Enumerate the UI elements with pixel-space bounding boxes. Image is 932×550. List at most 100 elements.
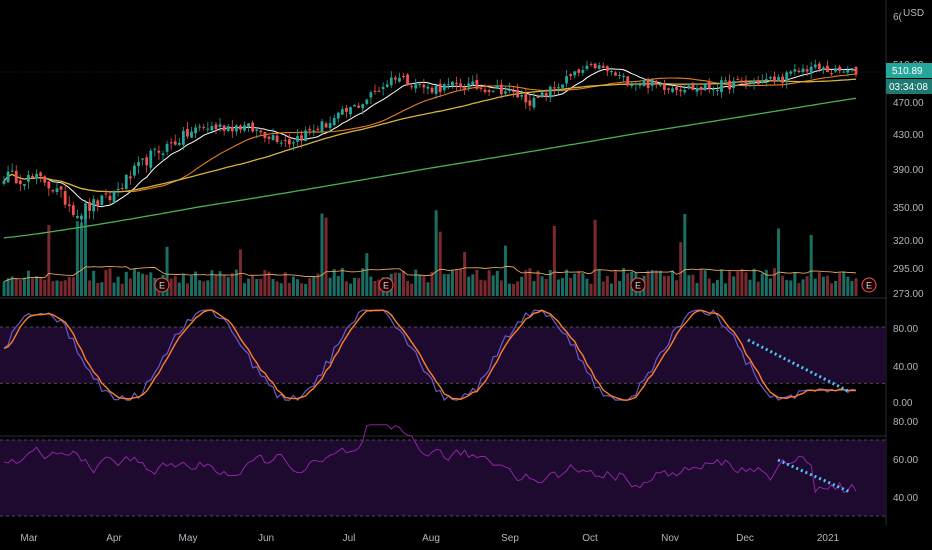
candle[interactable] [459, 78, 462, 90]
candle[interactable] [263, 131, 267, 143]
candle[interactable] [226, 123, 230, 132]
candle[interactable] [181, 126, 185, 151]
candle[interactable] [736, 75, 740, 81]
candle[interactable] [805, 65, 809, 77]
candle[interactable] [357, 102, 361, 109]
candle[interactable] [520, 89, 524, 101]
candle[interactable] [516, 83, 520, 98]
candle[interactable] [618, 71, 621, 80]
candle[interactable] [320, 118, 324, 134]
candle[interactable] [35, 169, 39, 185]
candle[interactable] [552, 81, 556, 95]
candle[interactable] [259, 128, 263, 135]
candle[interactable] [59, 185, 63, 198]
candle[interactable] [133, 162, 136, 179]
candle[interactable] [536, 94, 540, 99]
candle[interactable] [418, 81, 422, 88]
candle[interactable] [336, 111, 340, 123]
candle[interactable] [222, 124, 226, 136]
candle[interactable] [504, 85, 507, 96]
candle[interactable] [145, 154, 149, 173]
earnings-marker[interactable]: E [154, 277, 170, 293]
candle[interactable] [838, 64, 842, 74]
candle[interactable] [345, 104, 348, 118]
candle[interactable] [116, 182, 120, 197]
candle[interactable] [467, 77, 471, 92]
candle[interactable] [658, 81, 662, 88]
candle[interactable] [271, 128, 275, 141]
candle[interactable] [31, 173, 34, 179]
candle[interactable] [634, 82, 638, 92]
candle[interactable] [283, 135, 287, 148]
candle[interactable] [100, 194, 104, 206]
candle[interactable] [748, 81, 752, 88]
candle[interactable] [194, 124, 197, 139]
candle[interactable] [557, 83, 560, 95]
candle[interactable] [842, 69, 846, 74]
candle[interactable] [300, 130, 303, 148]
candle[interactable] [711, 86, 715, 96]
time-axis[interactable]: Mar Apr May Jun Jul Aug Sep Oct Nov Dec 2021 [20, 533, 839, 544]
candle[interactable] [626, 76, 630, 87]
candle[interactable] [512, 86, 515, 98]
candle[interactable] [287, 133, 291, 149]
candle[interactable] [410, 83, 414, 90]
candle[interactable] [218, 117, 222, 133]
earnings-marker[interactable]: E [630, 277, 646, 293]
candle[interactable] [544, 88, 548, 102]
candle[interactable] [589, 61, 593, 67]
candle[interactable] [610, 67, 613, 76]
candle[interactable] [663, 80, 666, 95]
candle[interactable] [483, 84, 487, 94]
candle[interactable] [821, 65, 825, 75]
candle[interactable] [773, 71, 776, 86]
candle[interactable] [414, 78, 418, 93]
candlesticks[interactable] [2, 59, 858, 227]
candle[interactable] [316, 125, 320, 133]
candle[interactable] [638, 80, 642, 89]
candle[interactable] [190, 126, 193, 139]
candle[interactable] [654, 79, 658, 89]
candle[interactable] [846, 65, 850, 77]
candle[interactable] [14, 165, 18, 184]
candle[interactable] [75, 209, 79, 219]
candle[interactable] [728, 74, 732, 94]
candle[interactable] [279, 139, 283, 147]
candle[interactable] [39, 171, 43, 183]
candle[interactable] [777, 74, 780, 82]
candle[interactable] [650, 78, 654, 91]
candle[interactable] [149, 148, 153, 172]
candle[interactable] [393, 75, 397, 84]
candle[interactable] [369, 90, 373, 104]
candle[interactable] [646, 77, 650, 94]
candle[interactable] [438, 79, 442, 98]
candle[interactable] [455, 76, 458, 91]
earnings-marker[interactable]: E [378, 277, 394, 293]
candle[interactable] [475, 73, 479, 91]
candle[interactable] [422, 78, 426, 94]
candle[interactable] [186, 122, 189, 140]
candle[interactable] [764, 72, 768, 87]
candle[interactable] [789, 70, 793, 76]
candle[interactable] [695, 83, 699, 97]
candle[interactable] [565, 70, 568, 88]
candle[interactable] [84, 199, 87, 224]
candle[interactable] [18, 174, 22, 192]
candle[interactable] [389, 71, 393, 88]
currency-label[interactable]: USD [903, 8, 924, 19]
candle[interactable] [569, 73, 573, 80]
candle[interactable] [385, 80, 389, 89]
candle[interactable] [104, 188, 108, 199]
candle[interactable] [55, 181, 59, 195]
candle[interactable] [642, 78, 646, 87]
candle[interactable] [324, 121, 328, 128]
candle[interactable] [768, 75, 772, 81]
candle[interactable] [532, 92, 536, 110]
candle[interactable] [381, 82, 385, 96]
candle[interactable] [243, 121, 246, 133]
candle[interactable] [813, 59, 817, 70]
candle[interactable] [206, 121, 210, 134]
candle[interactable] [27, 170, 30, 189]
candle[interactable] [137, 156, 140, 174]
